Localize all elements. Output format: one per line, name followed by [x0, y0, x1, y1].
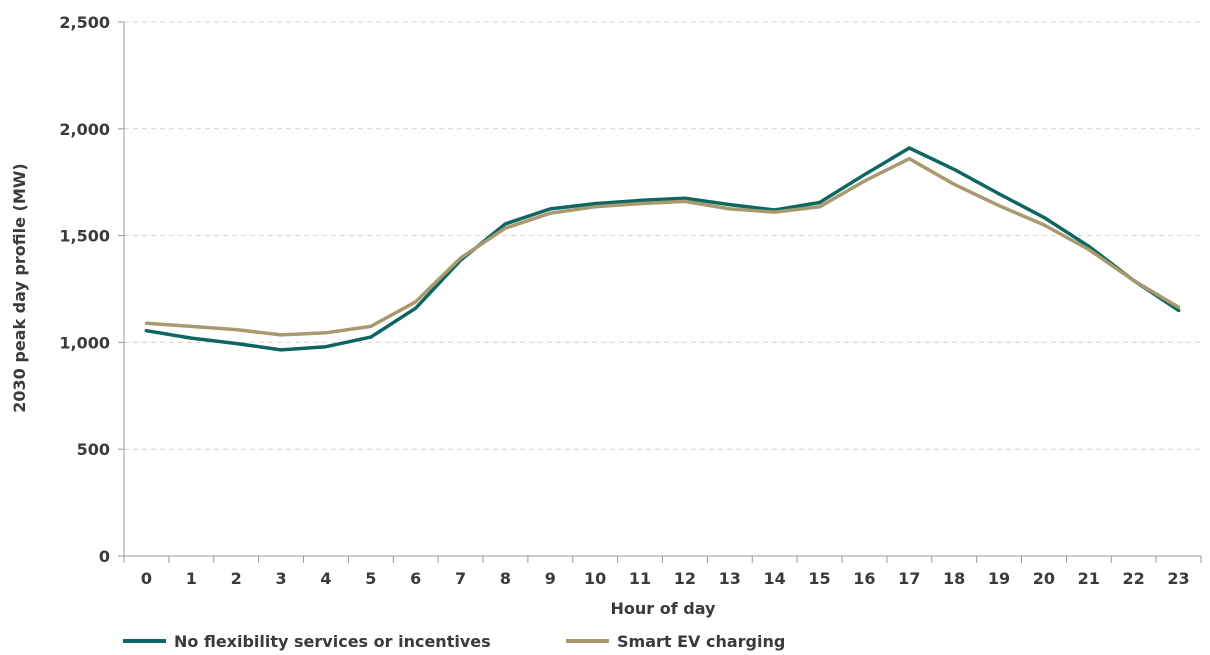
x-tick-label: 1	[186, 569, 197, 588]
y-tick-label: 1,500	[59, 227, 110, 246]
x-tick-label: 17	[898, 569, 920, 588]
x-tick-label: 14	[764, 569, 786, 588]
y-tick-label: 2,000	[59, 120, 110, 139]
x-tick-label: 19	[988, 569, 1010, 588]
x-tick-label: 23	[1167, 569, 1189, 588]
x-tick-label: 2	[231, 569, 242, 588]
y-tick-label: 500	[77, 440, 110, 459]
x-tick-label: 7	[455, 569, 466, 588]
y-tick-label: 1,000	[59, 333, 110, 352]
y-tick-label: 0	[99, 547, 110, 566]
x-tick-label: 11	[629, 569, 651, 588]
x-tick-label: 6	[410, 569, 421, 588]
x-tick-label: 15	[808, 569, 830, 588]
x-tick-label: 22	[1123, 569, 1145, 588]
y-axis-title: 2030 peak day profile (MW)	[10, 163, 29, 412]
legend-label-smart-ev: Smart EV charging	[617, 632, 785, 651]
y-tick-label: 2,500	[59, 13, 110, 32]
series-line-smart-ev-charging	[144, 156, 1181, 337]
x-tick-label: 8	[500, 569, 511, 588]
x-tick-label: 18	[943, 569, 965, 588]
x-tick-label: 5	[365, 569, 376, 588]
x-tick-label: 20	[1033, 569, 1055, 588]
x-tick-label: 13	[719, 569, 741, 588]
x-tick-label: 9	[545, 569, 556, 588]
x-tick-label: 10	[584, 569, 606, 588]
y-axis-ticks: 0 500 1,000 1,500 2,000 2,500	[59, 13, 124, 566]
legend: No flexibility services or incentives Sm…	[123, 632, 785, 651]
x-tick-label: 4	[320, 569, 331, 588]
legend-label-no-flexibility: No flexibility services or incentives	[174, 632, 491, 651]
series-layer	[144, 146, 1181, 352]
x-axis: 0 1 2 3 4 5 6 7 8 9 10 11 12 13 14 15 16 17 18 19 20 21 22 23	[123, 22, 1202, 588]
x-tick-label: 0	[141, 569, 152, 588]
x-tick-label: 12	[674, 569, 696, 588]
gridlines	[124, 21, 1201, 450]
x-axis-title: Hour of day	[611, 599, 717, 618]
x-tick-label: 21	[1078, 569, 1100, 588]
series-line-no-flexibility	[144, 146, 1181, 352]
x-tick-label: 16	[853, 569, 875, 588]
x-tick-label: 3	[275, 569, 286, 588]
